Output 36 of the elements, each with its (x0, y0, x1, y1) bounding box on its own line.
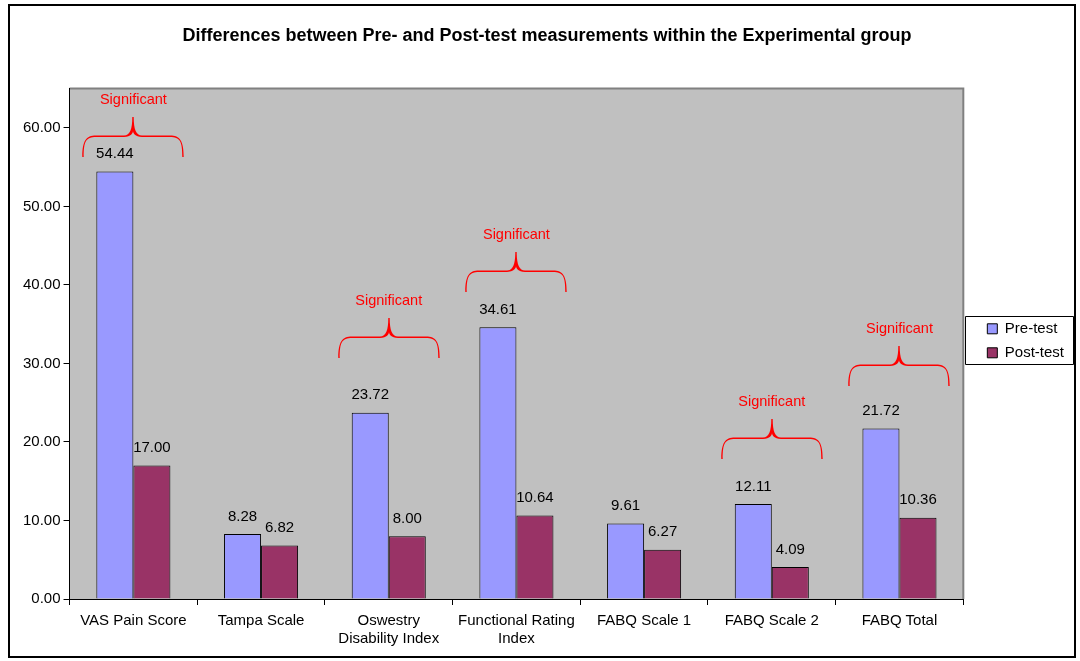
y-tick-label: 20.00 (22, 432, 61, 450)
data-label: 12.11 (735, 476, 772, 494)
y-tick-label: 40.00 (22, 275, 61, 293)
data-label: 54.44 (96, 144, 134, 162)
x-tick-label: FABQ Scale 1 (597, 611, 692, 629)
x-tick-label: FABQ Total (861, 611, 938, 629)
x-tick-label: Tampa Scale (217, 611, 305, 629)
annotation: Significant (738, 393, 806, 409)
legend-label: Post-test (1004, 342, 1065, 360)
data-label: 10.64 (516, 488, 554, 506)
data-label: 4.09 (775, 539, 805, 557)
annotation: Significant (355, 292, 423, 308)
data-label: 21.72 (862, 401, 900, 419)
y-tick-label: 0.00 (31, 589, 61, 607)
y-tick-label: 30.00 (22, 353, 61, 371)
legend-label: Pre-test (1004, 318, 1059, 336)
x-tick-label: Oswestry Disability Index (338, 611, 440, 647)
data-label: 8.28 (227, 506, 258, 524)
data-label: 17.00 (133, 438, 171, 456)
annotation: Significant (99, 91, 167, 107)
x-tick-label: Functional Rating Index (458, 611, 575, 647)
x-tick-label: VAS Pain Score (80, 611, 187, 629)
y-tick-label: 60.00 (22, 118, 61, 135)
annotation: Significant (866, 320, 933, 336)
annotation: Significant (482, 226, 550, 242)
x-tick-label: FABQ Scale 2 (724, 611, 819, 629)
data-label: 6.27 (648, 522, 678, 540)
chart-title: Differences between Pre- and Post-test measurements within the Experimental group (182, 24, 912, 45)
data-label: 8.00 (392, 508, 422, 526)
data-label: 34.61 (479, 299, 517, 317)
y-tick-label: 10.00 (22, 510, 61, 528)
data-label: 23.72 (351, 385, 389, 403)
data-label: 6.82 (264, 518, 295, 536)
data-label: 10.36 (899, 490, 937, 508)
data-label: 9.61 (610, 496, 641, 514)
y-tick-label: 50.00 (22, 196, 61, 214)
